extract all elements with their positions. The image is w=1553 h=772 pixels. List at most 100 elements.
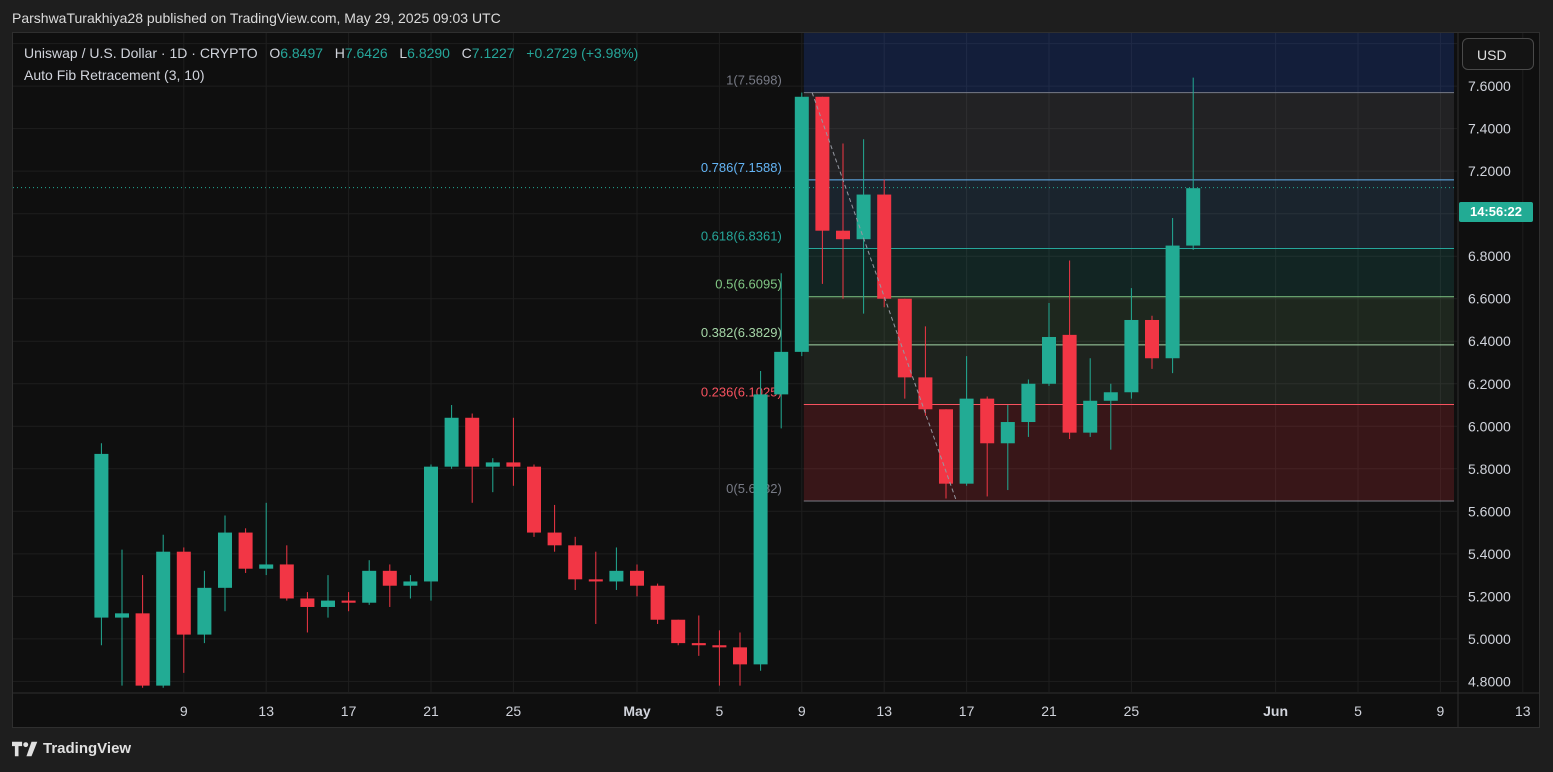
candle-body <box>1124 319 1139 393</box>
candle[interactable] <box>836 143 850 299</box>
candle[interactable] <box>630 564 644 597</box>
fib-zone <box>803 179 1454 249</box>
candle[interactable] <box>1103 383 1118 450</box>
candle[interactable] <box>980 396 995 497</box>
candle[interactable] <box>197 570 212 644</box>
candle[interactable] <box>671 619 686 646</box>
candle[interactable] <box>774 273 789 429</box>
candle[interactable] <box>259 502 274 576</box>
price-axis-label: 6.2000 <box>1468 376 1511 392</box>
candle[interactable] <box>465 413 480 503</box>
candle[interactable] <box>733 632 747 686</box>
candle-body <box>259 564 274 569</box>
candle-body <box>135 613 150 686</box>
candle-body <box>650 585 665 620</box>
candle-body <box>671 619 686 644</box>
candle[interactable] <box>485 458 500 493</box>
candle[interactable] <box>362 560 377 605</box>
candle-body <box>115 613 129 618</box>
candle[interactable] <box>918 326 933 416</box>
candle[interactable] <box>279 545 294 601</box>
candle[interactable] <box>1042 302 1056 386</box>
candle[interactable] <box>712 630 727 686</box>
open-value: 6.8497 <box>280 45 324 61</box>
time-axis-label: Jun <box>1263 703 1288 719</box>
time-axis-label: 9 <box>180 703 188 719</box>
candle[interactable] <box>897 298 912 399</box>
candle[interactable] <box>877 179 892 308</box>
candle[interactable] <box>115 549 129 686</box>
candle-body <box>856 194 871 240</box>
candle[interactable] <box>1165 217 1180 374</box>
candle-body <box>815 96 830 231</box>
candle[interactable] <box>568 536 583 590</box>
price-axis-label: 5.6000 <box>1468 503 1511 519</box>
candle[interactable] <box>94 443 109 646</box>
fib-level-label: 0.382(6.3829) <box>701 325 782 340</box>
candle-body <box>156 551 171 686</box>
symbol-name[interactable]: Uniswap / U.S. Dollar · 1D · CRYPTO <box>24 45 258 61</box>
candle[interactable] <box>794 92 809 357</box>
candle[interactable] <box>218 515 232 612</box>
candle[interactable] <box>156 534 171 688</box>
candle-body <box>733 647 747 665</box>
indicator-legend[interactable]: Auto Fib Retracement (3, 10) <box>24 67 205 83</box>
candle[interactable] <box>753 371 768 671</box>
close-label: C <box>461 45 472 61</box>
candle[interactable] <box>547 504 562 552</box>
candle[interactable] <box>1145 315 1159 369</box>
candle[interactable] <box>815 96 830 284</box>
candle[interactable] <box>588 551 603 624</box>
time-axis-label: 5 <box>716 703 724 719</box>
time-axis-label: May <box>623 703 650 719</box>
candle[interactable] <box>527 464 541 537</box>
candle-body <box>341 600 356 603</box>
price-axis-label: 6.4000 <box>1468 333 1511 349</box>
bar-countdown: 14:56:22 <box>1459 202 1533 222</box>
candle[interactable] <box>424 464 438 601</box>
candle-body <box>836 230 850 240</box>
candle[interactable] <box>176 547 191 673</box>
candle[interactable] <box>321 575 335 618</box>
candle[interactable] <box>506 417 521 486</box>
candle[interactable] <box>341 592 356 612</box>
time-axis-label: 13 <box>1515 703 1531 719</box>
candle[interactable] <box>939 409 953 499</box>
symbol-legend[interactable]: Uniswap / U.S. Dollar · 1D · CRYPTO O6.8… <box>24 45 638 61</box>
candle[interactable] <box>300 592 315 633</box>
price-axis-label: 5.8000 <box>1468 461 1511 477</box>
candle-body <box>362 570 377 603</box>
candle[interactable] <box>1124 288 1139 399</box>
candle[interactable] <box>1083 358 1098 437</box>
candle-body <box>877 194 892 299</box>
candle[interactable] <box>1021 379 1036 437</box>
candle-body <box>197 587 212 635</box>
currency-button[interactable]: USD <box>1462 38 1534 70</box>
candle-body <box>527 466 541 533</box>
candle[interactable] <box>135 575 150 688</box>
candle[interactable] <box>382 564 397 607</box>
candle[interactable] <box>444 405 459 469</box>
candle[interactable] <box>1062 260 1077 440</box>
candle[interactable] <box>650 583 665 624</box>
candle[interactable] <box>1000 405 1015 491</box>
candle[interactable] <box>238 528 253 573</box>
candle-body <box>630 570 644 586</box>
candle-body <box>691 643 706 646</box>
price-axis-label: 5.2000 <box>1468 588 1511 604</box>
candle-body <box>1000 422 1015 444</box>
tradingview-logo-icon <box>12 741 38 756</box>
tradingview-brand[interactable]: TradingView <box>12 740 131 757</box>
candle[interactable] <box>691 615 706 656</box>
low-label: L <box>399 45 408 61</box>
fib-zone <box>803 92 1454 180</box>
candle[interactable] <box>403 575 418 599</box>
open-label: O <box>269 45 281 61</box>
candle[interactable] <box>609 547 624 590</box>
candle[interactable] <box>959 356 974 486</box>
candle-body <box>279 564 294 599</box>
change-value: +0.2729 (+3.98%) <box>526 45 639 61</box>
high-label: H <box>334 45 345 61</box>
candle[interactable] <box>1186 77 1201 250</box>
